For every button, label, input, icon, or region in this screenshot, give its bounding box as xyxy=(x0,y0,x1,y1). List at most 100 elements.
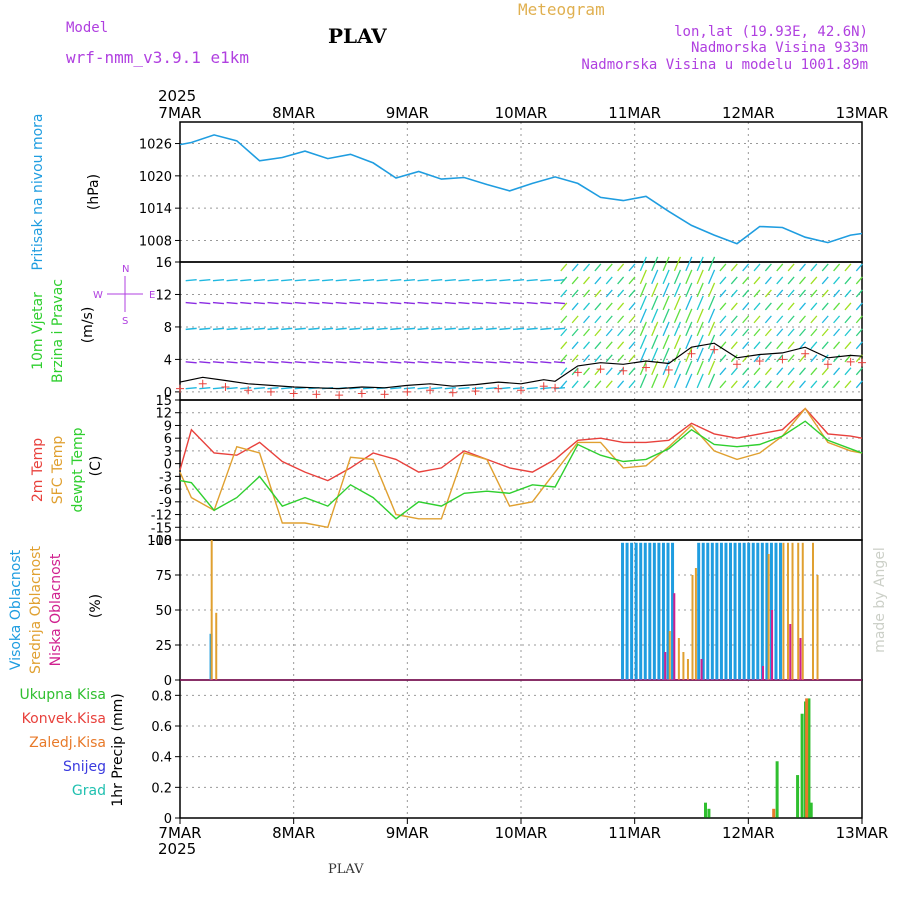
wind-arrow-icon xyxy=(730,302,738,311)
wind-arrow-icon xyxy=(821,341,829,350)
precip-bar xyxy=(809,802,813,818)
wind-arrow-icon xyxy=(526,386,538,390)
wind-arrow-icon xyxy=(583,289,591,298)
wind-arrow-icon xyxy=(639,334,647,350)
wind-arrow-icon xyxy=(617,367,625,376)
y-tick-label: 16 xyxy=(155,256,172,271)
wind-arrow-icon xyxy=(199,361,211,364)
wind-arrow-icon xyxy=(594,380,602,389)
wind-arrow-icon xyxy=(787,289,795,298)
x-tick-label-bottom: 11MAR xyxy=(608,824,661,842)
wind-arrow-icon xyxy=(855,380,863,389)
x-tick-label-bottom: 7MAR xyxy=(158,824,201,842)
wind-arrow-icon xyxy=(844,367,852,376)
wind-arrow-icon xyxy=(458,386,470,390)
cloud-cover-bar xyxy=(706,542,710,680)
wind-arrow-icon xyxy=(707,321,716,337)
wind-arrow-icon xyxy=(696,282,704,298)
wind-arrow-icon xyxy=(719,263,727,272)
wind-arrow-icon xyxy=(707,295,716,311)
wind-arrow-icon xyxy=(376,278,388,282)
wind-arrow-icon xyxy=(730,263,738,272)
wind-arrow-icon xyxy=(855,341,863,350)
temperature-series-line xyxy=(179,407,863,529)
precip-bar xyxy=(805,698,809,818)
cloud-cover-bar xyxy=(677,638,680,680)
wind-arrow-icon xyxy=(810,315,818,324)
y-tick-label: 1008 xyxy=(139,234,172,249)
cloud-cover-bar xyxy=(701,542,705,680)
wind-arrow-icon xyxy=(719,302,727,311)
compass-label-n: N xyxy=(122,264,129,275)
wind-arrow-icon xyxy=(673,295,682,311)
cloud-cover-bar xyxy=(664,652,667,680)
wind-arrow-icon xyxy=(651,282,659,298)
cloud-cover-bar xyxy=(756,542,760,680)
wind-arrow-icon xyxy=(628,302,636,311)
wind-arrow-icon xyxy=(662,308,670,324)
y-tick-label: -3 xyxy=(159,470,172,485)
wind-arrow-icon xyxy=(753,289,761,298)
wind-arrow-icon xyxy=(764,302,772,311)
wind-arrow-icon xyxy=(685,321,693,337)
precip-bar xyxy=(704,802,708,818)
wind-arrow-icon xyxy=(485,301,497,305)
wind-arrow-icon xyxy=(594,315,602,324)
wind-arrow-icon xyxy=(526,361,538,364)
wind-arrow-icon xyxy=(628,263,636,272)
wind-arrow-icon xyxy=(199,278,211,282)
precip-legend-entry: Ukupna Kisa xyxy=(19,687,106,703)
wind-arrow-icon xyxy=(226,361,238,364)
wind-arrow-icon xyxy=(651,373,659,389)
y-tick-label: 4 xyxy=(164,353,172,368)
wind-arrow-icon xyxy=(335,278,347,282)
wind-arrow-icon xyxy=(810,263,818,272)
cloud-cover-bar xyxy=(782,542,785,680)
cloud-cover-bar xyxy=(652,542,656,680)
wind-arrow-icon xyxy=(540,327,552,331)
wind-arrow-icon xyxy=(787,354,795,363)
wind-arrow-icon xyxy=(639,269,647,285)
wind-arrow-icon xyxy=(855,315,863,324)
wind-arrow-icon xyxy=(253,386,265,390)
wind-arrow-icon xyxy=(594,276,602,285)
wind-arrow-icon xyxy=(685,373,693,389)
wind-arrow-icon xyxy=(185,278,197,282)
wind-arrow-icon xyxy=(855,302,863,311)
wind-arrow-icon xyxy=(560,302,568,311)
cloud-cover-bar xyxy=(767,554,770,680)
wind-arrow-icon xyxy=(560,315,568,324)
wind-arrow-icon xyxy=(821,354,829,363)
station-title: PLAV xyxy=(328,24,387,48)
wind-arrow-icon xyxy=(764,315,772,324)
wind-arrow-icon xyxy=(798,315,806,324)
wind-arrow-icon xyxy=(787,302,795,311)
wind-arrow-icon xyxy=(571,263,579,272)
cloud-cover-bar xyxy=(715,542,719,680)
dewpt-axis-title: dewpt Temp xyxy=(70,427,86,512)
wind-arrow-icon xyxy=(685,282,693,298)
wind-arrow-icon xyxy=(628,354,636,363)
wind-arrow-icon xyxy=(253,278,265,282)
wind-arrow-icon xyxy=(742,289,750,298)
wind-arrow-icon xyxy=(764,367,772,376)
wind-arrow-icon xyxy=(253,327,265,331)
wind-arrow-icon xyxy=(776,354,784,363)
wind-arrow-icon xyxy=(628,380,636,389)
x-tick-label-top: 10MAR xyxy=(495,104,548,122)
wind-arrow-icon xyxy=(571,341,579,350)
panel-frame xyxy=(179,679,863,819)
wind-arrow-icon xyxy=(753,302,761,311)
wind-arrow-icon xyxy=(719,380,727,389)
wind-arrow-icon xyxy=(335,301,347,305)
wind-arrow-icon xyxy=(444,278,456,282)
y-tick-label: 100 xyxy=(147,534,172,549)
wind-arrow-icon xyxy=(662,347,670,363)
wind-arrow-icon xyxy=(628,328,636,337)
wind-arrow-icon xyxy=(821,289,829,298)
meteogram-title: Meteogram xyxy=(518,0,605,19)
footer-station: PLAV xyxy=(328,862,364,877)
wind-arrow-icon xyxy=(730,315,738,324)
wind-arrow-icon xyxy=(431,278,443,282)
